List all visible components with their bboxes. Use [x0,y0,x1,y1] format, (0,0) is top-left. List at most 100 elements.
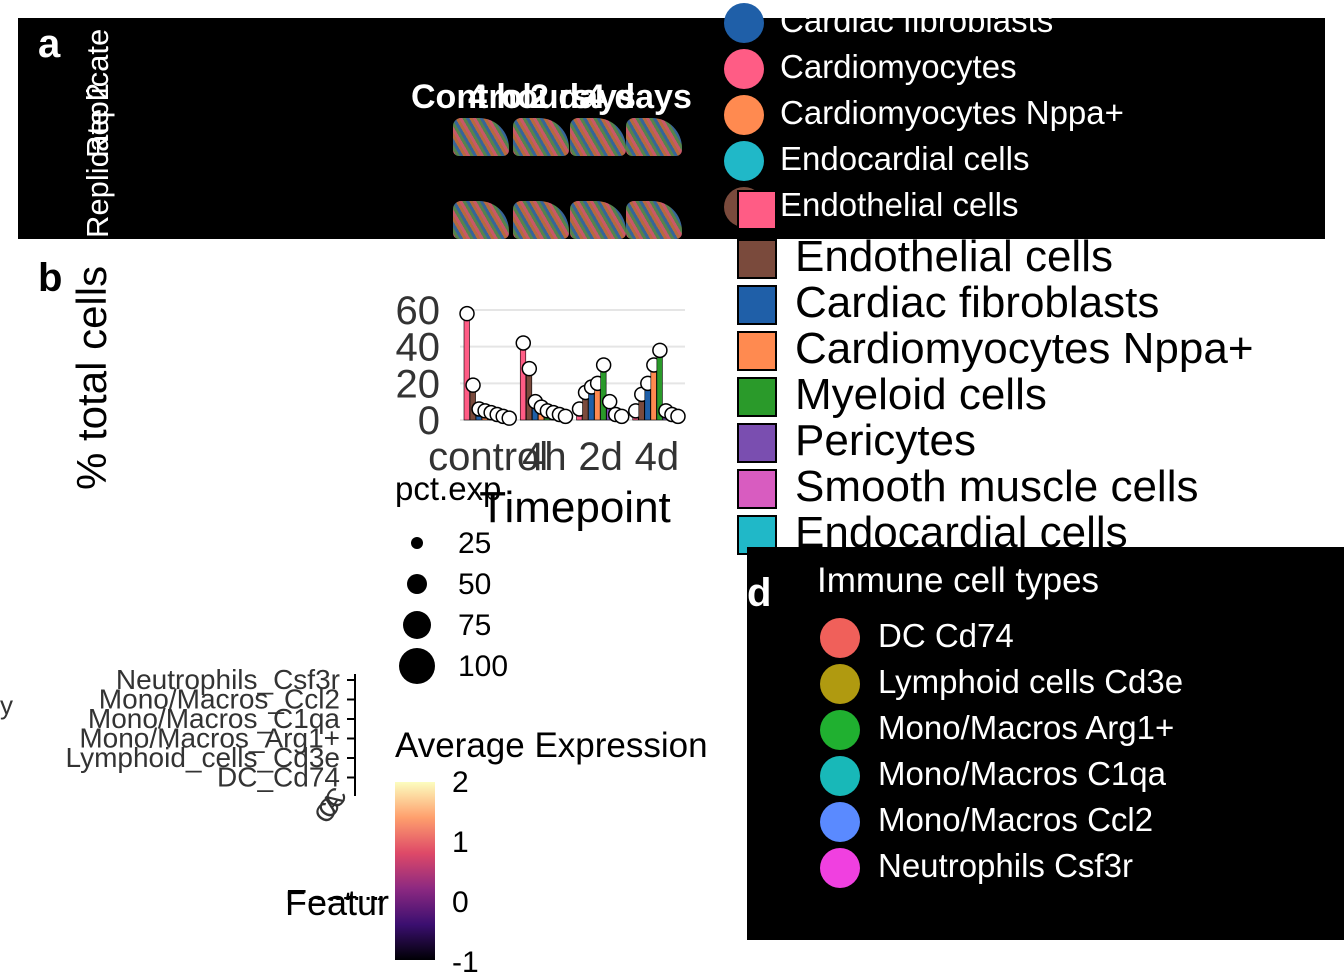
bar-point [652,342,668,359]
key-label: Pericytes [795,416,976,465]
bar-ytick: 20 [396,362,441,406]
key-swatch [737,239,777,280]
bar-point [501,410,517,426]
celltype-key-item: Myeloid cells [737,370,1047,420]
legend-label: Endothelial cells [780,186,1019,223]
strip-title-4d: 4 days [586,78,692,116]
dotplot-row-label: Mono/Macros_Ccl2 [99,684,340,715]
immune-legend-item: Mono/Macros Arg1+ [820,709,1174,751]
immune-legend-item: Neutrophils Csf3r [820,847,1133,889]
key-label: Cardiomyocytes Nppa+ [795,324,1254,373]
key-label: Myeloid cells [795,370,1047,419]
size-legend-dot [399,648,435,684]
colorbar-tick: 2 [452,766,469,799]
legend-swatch [724,49,764,90]
size-legend-label: 75 [458,609,492,642]
strip-title-control: Control [411,78,532,116]
immune-legend-item: Mono/Macros Ccl2 [820,801,1154,843]
celltype-legend-item: Cardiomyocytes [724,48,1017,90]
key-swatch [737,423,777,464]
bar-ytick: 60 [396,289,441,333]
celltype-key-item: Cardiomyocytes Nppa+ [737,324,1254,374]
size-legend-dot [403,611,431,639]
bar-ytick: 0 [418,399,440,443]
row-label-replicate-2: Replicate 2 [80,82,115,238]
colorbar-tick: -1 [452,946,479,979]
bar-ylabel: % total cells [68,265,115,490]
strip-title-2d: 2 days [530,78,636,116]
key-swatch [737,377,777,418]
tissue-image [626,118,682,156]
dotplot-row-label: DC_Cd74 [217,762,340,793]
bar [463,313,470,421]
legend-swatch [820,664,860,705]
key-label: Endothelial cells [795,232,1113,281]
immune-legend-title: Immune cell types [817,561,1100,600]
legend-label: Cardiac fibroblasts [780,2,1054,39]
size-legend-label: 100 [458,650,509,683]
bar-point [601,393,618,410]
key-label: Cardiac fibroblasts [795,278,1160,327]
legend-swatch [820,802,860,843]
bar-ytick: 40 [396,326,441,370]
bar [519,342,527,421]
legend-label: Lymphoid cells Cd3e [878,663,1184,700]
bar-point [515,335,532,351]
panel-letter-a: a [38,22,61,66]
legend-swatch [724,141,764,182]
strip-title-4h: 4 hours [468,78,591,116]
celltype-key-item: Endothelial cells [737,232,1113,282]
bar-xtick: 4h [522,435,567,479]
key-label: Smooth muscle cells [795,462,1199,511]
celltype-key-swatch [737,190,777,230]
celltype-legend-item: Endocardial cells [724,140,1030,182]
legend-swatch [820,848,860,889]
size-legend-dot [411,537,423,549]
tissue-image [570,118,626,156]
panel-letter-b: b [38,256,63,300]
bar-point [459,305,475,322]
legend-label: Endocardial cells [780,140,1030,177]
colorbar [395,782,435,960]
legend-label: Neutrophils Csf3r [878,847,1133,884]
tissue-image [513,118,569,156]
colorbar-tick: 1 [452,826,469,859]
tissue-image [626,201,682,239]
legend-swatch [820,710,860,751]
bar-point [557,408,574,425]
legend-label: Mono/Macros Ccl2 [878,801,1154,838]
size-legend-label: 50 [458,568,492,601]
bar [600,364,607,421]
key-swatch [737,285,777,326]
celltype-key-item: Cardiac fibroblasts [737,278,1159,328]
dotplot-xlabel: Featur [285,885,383,900]
legend-label: Mono/Macros C1qa [878,755,1166,792]
legend-swatch [724,3,764,44]
bar-xtick: control [428,435,548,479]
pct-exp-title: pct.exp [395,470,502,507]
legend-label: DC Cd74 [878,617,1014,654]
celltype-legend-item: Cardiomyocytes Nppa+ [724,94,1124,136]
bar-point [521,360,538,377]
legend-label: Cardiomyocytes Nppa+ [780,94,1124,131]
tissue-image [453,201,509,239]
dotplot-ylabel: y [0,690,13,720]
legend-swatch [724,95,764,136]
celltype-legend-item: Endothelial cells [724,186,1019,228]
immune-legend-item: DC Cd74 [820,617,1014,659]
panel-d: Immune cell types d DC Cd74 Lymphoid cell… [747,547,1344,940]
bar-point [595,357,612,373]
celltype-legend-item: Cardiac fibroblasts [724,2,1054,44]
dotplot-row-label: Mono/Macros_Arg1+ [79,723,340,754]
bar [650,364,657,421]
avg-expression-title: Average Expression [395,726,708,765]
immune-legend-item: Lymphoid cells Cd3e [820,663,1184,705]
panel-a: Control 4 hours 2 days 4 days Replicate … [18,3,1325,239]
celltype-key-item: Smooth muscle cells [737,462,1198,512]
bar-point [613,408,630,425]
legend-label: Cardiomyocytes [780,48,1017,85]
dotplot-row-label: Mono/Macros_C1qa [88,703,341,734]
bar-xtick: 2d [578,435,623,479]
dotplot-row-label: Neutrophils_Csf3r [116,664,340,695]
